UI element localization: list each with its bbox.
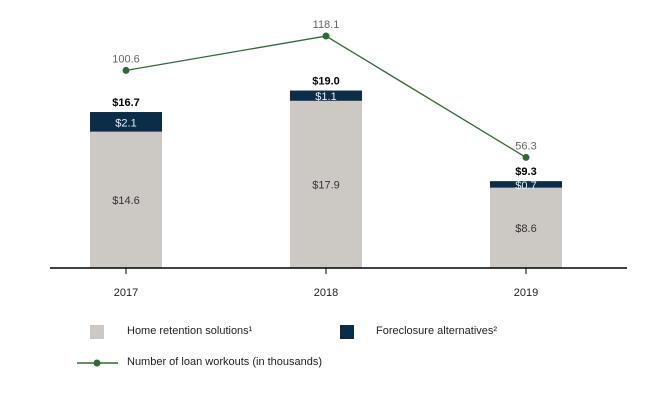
line-data-label: 100.6 (112, 53, 140, 65)
line-point-2017 (122, 66, 130, 74)
bar-segment-home-retention-2017 (90, 131, 162, 268)
bar-segment-home-retention-2019 (490, 187, 562, 268)
bar-data-label: $14.6 (112, 195, 140, 207)
line-data-label: 56.3 (515, 140, 536, 152)
bar-data-label: $2.1 (115, 117, 136, 129)
bar-segment-foreclosure-2019 (490, 181, 562, 188)
x-tick-label: 2019 (514, 287, 538, 299)
legend-label-loan-workouts: Number of loan workouts (in thousands) (127, 356, 323, 368)
line-point-2019 (522, 153, 530, 161)
line-data-label: 118.1 (313, 19, 340, 31)
bar-data-label: $8.6 (515, 223, 536, 235)
bar-segment-foreclosure-2018 (290, 90, 362, 101)
legend-label-home-retention: Home retention solutions¹ (127, 325, 253, 337)
legend-swatch-foreclosure (340, 325, 354, 339)
bar-total-label: $19.0 (312, 76, 340, 88)
bar-segment-home-retention-2018 (290, 100, 362, 269)
bar-segment-foreclosure-2017 (90, 112, 162, 132)
bar-data-label: $1.1 (315, 91, 336, 103)
plot-area: $14.6 $2.1 $16.7 2017 $17.9 $1.1 $19.0 2018 $8.6… (50, 19, 627, 299)
x-tick-label: 2018 (314, 287, 338, 299)
x-tick-label: 2017 (114, 287, 138, 299)
bar-data-label: $0.7 (515, 180, 536, 192)
bar-total-label: $9.3 (515, 166, 536, 178)
bar-data-label: $17.9 (312, 179, 340, 191)
bar-total-label: $16.7 (112, 97, 140, 109)
line-point-2018 (322, 32, 330, 40)
legend-swatch-home-retention (90, 325, 104, 339)
legend-label-foreclosure: Foreclosure alternatives² (376, 325, 498, 337)
legend-line-marker-icon (77, 359, 118, 367)
